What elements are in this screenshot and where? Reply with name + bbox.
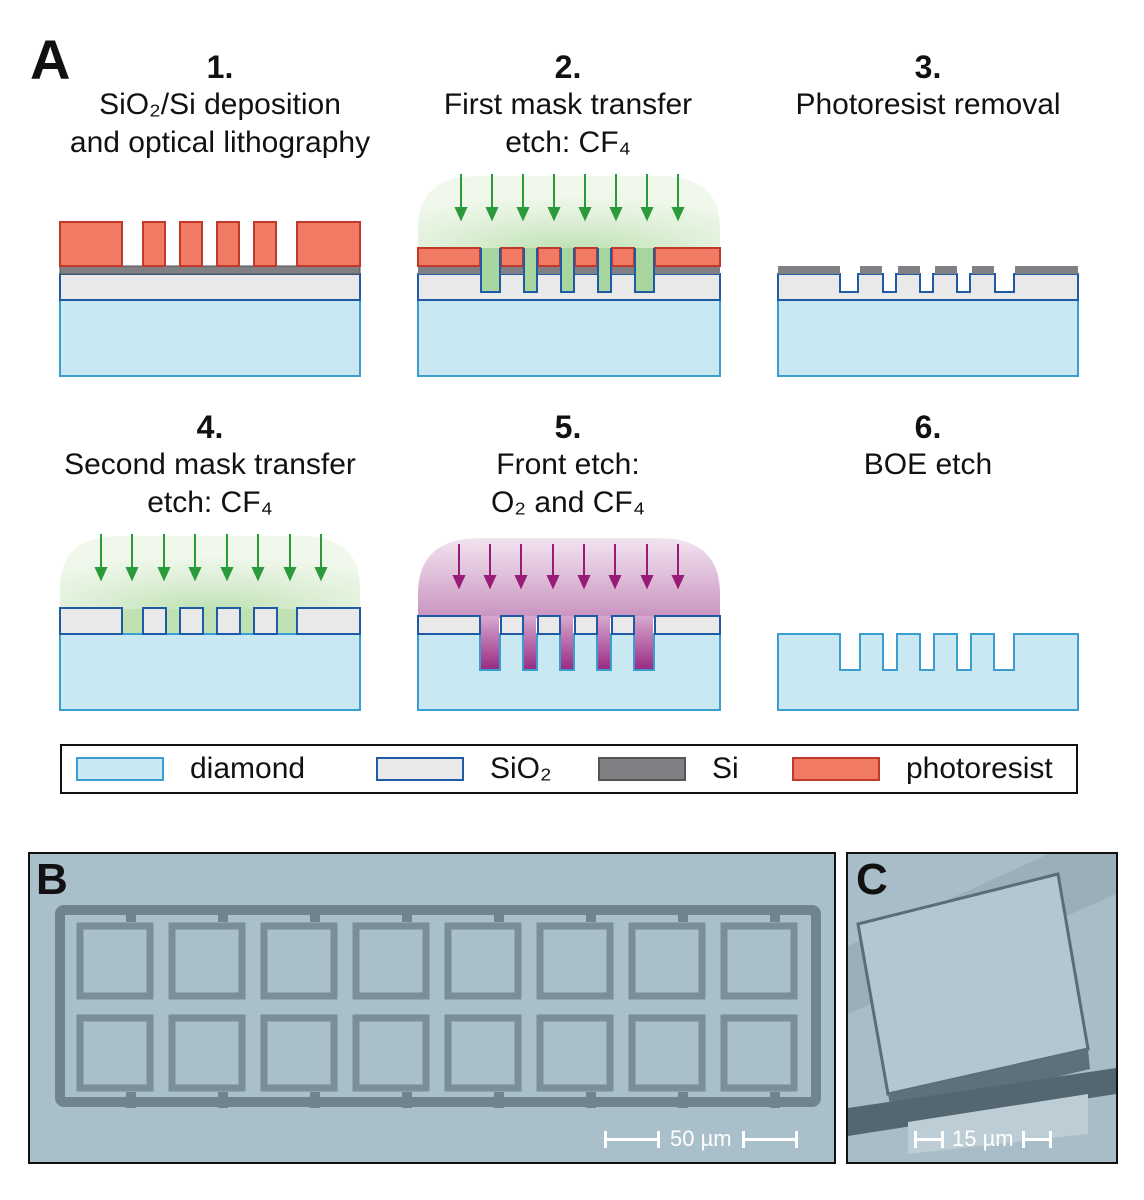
step-2-heading: 2. First mask transfer etch: CF₄ [388, 48, 748, 162]
cf4-plasma-glow [418, 176, 720, 250]
panel-c-scale-label: 15 µm [952, 1126, 1014, 1151]
step-5-heading: 5. Front etch: O₂ and CF₄ [388, 408, 748, 522]
etched-trenches [480, 248, 655, 293]
diamond-layer [59, 299, 361, 377]
step-4-line2: etch: CF₄ [147, 486, 273, 519]
tilted-resonator-image [848, 854, 1116, 1162]
panel-b-scale-bar: 50 µm [604, 1126, 798, 1152]
cf4-arrows [454, 174, 685, 222]
panel-a-letter: A [30, 28, 71, 91]
step-6-heading: 6. BOE etch [748, 408, 1108, 484]
process-diagrams [59, 174, 1079, 711]
etched-trenches [481, 616, 653, 669]
legend-item-si: Si [598, 752, 739, 785]
o2-cf4-plasma-glow [418, 538, 720, 618]
step-3-heading: 3. Photoresist removal [748, 48, 1108, 124]
legend-label-diamond: diamond [190, 752, 306, 785]
si-mask [778, 266, 1078, 274]
step-2-line2: etch: CF₄ [505, 126, 631, 159]
step-6-line1: BOE etch [863, 448, 993, 481]
step-2-diagram [417, 174, 721, 377]
step-6-diagram [777, 633, 1079, 711]
cf4-arrows [94, 534, 328, 582]
step-1-line2: and optical lithography [69, 126, 371, 159]
step-1-number: 1. [206, 49, 234, 85]
step-6-number: 6. [914, 409, 942, 445]
diamond-layer [777, 299, 1079, 377]
step-4-number: 4. [196, 409, 224, 445]
step-2-number: 2. [554, 49, 582, 85]
cf4-plasma-glow [60, 536, 360, 610]
legend-swatch-diamond [76, 757, 164, 781]
si-layer [59, 265, 361, 275]
diamond-layer [59, 633, 361, 711]
step-1-line1: SiO₂/Si deposition [99, 88, 341, 121]
legend-item-diamond: diamond [76, 752, 306, 785]
panel-c-sem-image: C 15 µm [846, 852, 1118, 1164]
step-5-line2: O₂ and CF₄ [491, 486, 645, 519]
panel-b-sem-image: B 50 µm [28, 852, 836, 1164]
scale-bar-line-right [741, 1130, 798, 1148]
photoresist-pattern [417, 247, 721, 267]
o2-cf4-arrows [452, 544, 685, 590]
step-4-line1: Second mask transfer [64, 448, 356, 481]
step-4-heading: 4. Second mask transfer etch: CF₄ [30, 408, 390, 522]
legend-label-sio2: SiO₂ [490, 752, 552, 785]
legend-swatch-sio2 [376, 757, 464, 781]
step-3-diagram [777, 266, 1079, 377]
legend-swatch-si [598, 757, 686, 781]
legend-label-photoresist: photoresist [906, 752, 1053, 785]
panel-c-scale-bar: 15 µm [914, 1126, 1052, 1152]
sio2-mask [417, 615, 721, 635]
legend-label-si: Si [712, 752, 739, 785]
scale-bar-line-left [604, 1130, 660, 1148]
step-5-diagram [417, 538, 721, 711]
legend-item-photoresist: photoresist [792, 752, 1053, 785]
scale-bar-line-right [1021, 1130, 1052, 1148]
step-5-number: 5. [554, 409, 582, 445]
sio2-layer [777, 273, 1079, 301]
resonator-array-image [30, 854, 834, 1162]
diamond-layer [417, 299, 721, 377]
sio2-mask [59, 607, 361, 635]
panel-c-letter: C [856, 855, 888, 904]
step-2-line1: First mask transfer [443, 88, 693, 121]
step-3-number: 3. [914, 49, 942, 85]
legend-swatch-photoresist [792, 757, 880, 781]
diamond-layer [777, 633, 1079, 711]
etched-trenches [123, 609, 296, 633]
step-4-diagram [59, 534, 361, 711]
panel-b-letter: B [36, 855, 68, 904]
sio2-layer [59, 273, 361, 301]
legend-item-sio2: SiO₂ [376, 752, 552, 785]
step-5-line1: Front etch: [496, 448, 640, 481]
panel-b-scale-label: 50 µm [670, 1126, 732, 1151]
legend: diamond SiO₂ Si photoresist [60, 744, 1078, 794]
step-3-line1: Photoresist removal [795, 88, 1061, 121]
scale-bar-line-left [914, 1130, 944, 1148]
step-1-heading: 1. SiO₂/Si deposition and optical lithog… [40, 48, 400, 162]
photoresist-pattern [59, 221, 361, 267]
step-1-diagram [59, 221, 361, 377]
